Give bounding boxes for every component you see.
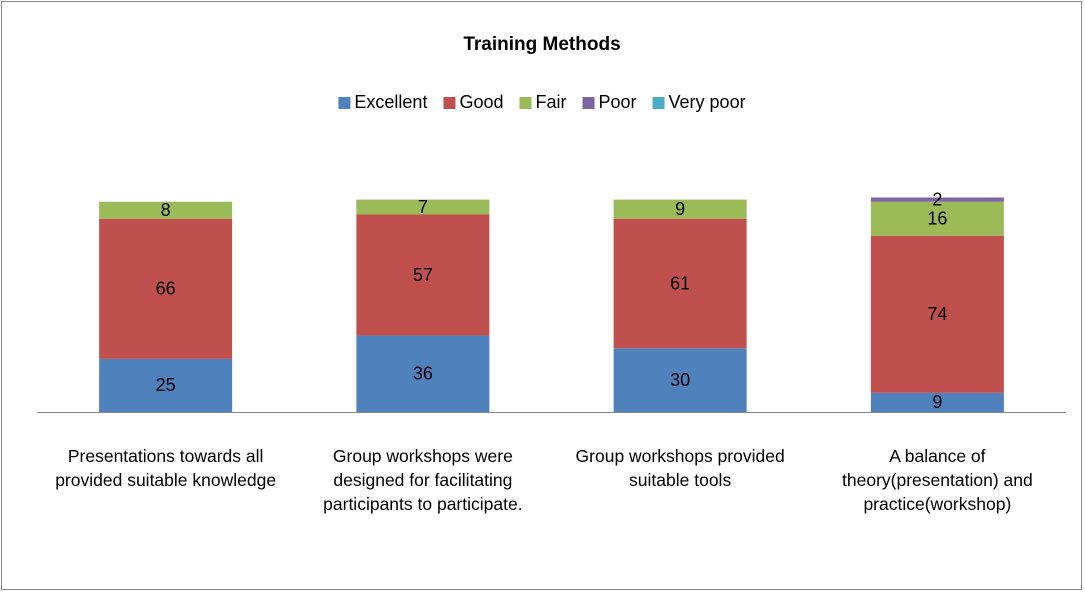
x-tick-label: Group workshops provided suitable tools (575, 446, 785, 490)
bar-segment (99, 218, 233, 359)
data-label: 61 (670, 273, 690, 293)
legend-label: Poor (599, 92, 637, 112)
bar-segment (870, 197, 1004, 202)
bar-segment (613, 199, 747, 219)
data-label: 7 (418, 197, 428, 217)
data-label: 66 (156, 279, 176, 299)
bar-segment (870, 392, 1004, 412)
data-label: 8 (161, 200, 171, 220)
x-tick-label: Group workshops were designed for facili… (323, 446, 523, 514)
legend-label: Very poor (669, 92, 746, 112)
data-label: 16 (927, 208, 947, 228)
data-label: 57 (413, 265, 433, 285)
bar-segment (613, 218, 747, 349)
legend-swatch (443, 97, 456, 109)
data-label: 2 (932, 189, 942, 209)
chart-title: Training Methods (463, 34, 620, 55)
data-label: 25 (156, 375, 176, 395)
data-label: 9 (932, 392, 942, 412)
data-label: 74 (927, 304, 947, 324)
bar-segment (613, 348, 747, 412)
legend-label: Good (459, 92, 503, 112)
x-tick-label: Presentations towards all provided suita… (55, 446, 277, 490)
bar-segment (356, 335, 490, 412)
legend-swatch (519, 97, 532, 109)
bar-segment (356, 214, 490, 336)
legend-swatch (338, 97, 351, 109)
bar-segment (99, 201, 233, 219)
bar-segment (870, 201, 1004, 236)
legend-swatch (652, 97, 665, 109)
bar-segment (356, 199, 490, 215)
data-label: 36 (413, 364, 433, 384)
x-tick-label: A balance of theory(presentation) and pr… (842, 446, 1033, 514)
legend-swatch (582, 97, 595, 109)
bar-segment (870, 235, 1004, 393)
bar-segment (99, 358, 233, 412)
data-label: 9 (675, 199, 685, 219)
legend-label: Fair (536, 92, 567, 112)
data-label: 30 (670, 370, 690, 390)
legend-label: Excellent (354, 92, 427, 112)
